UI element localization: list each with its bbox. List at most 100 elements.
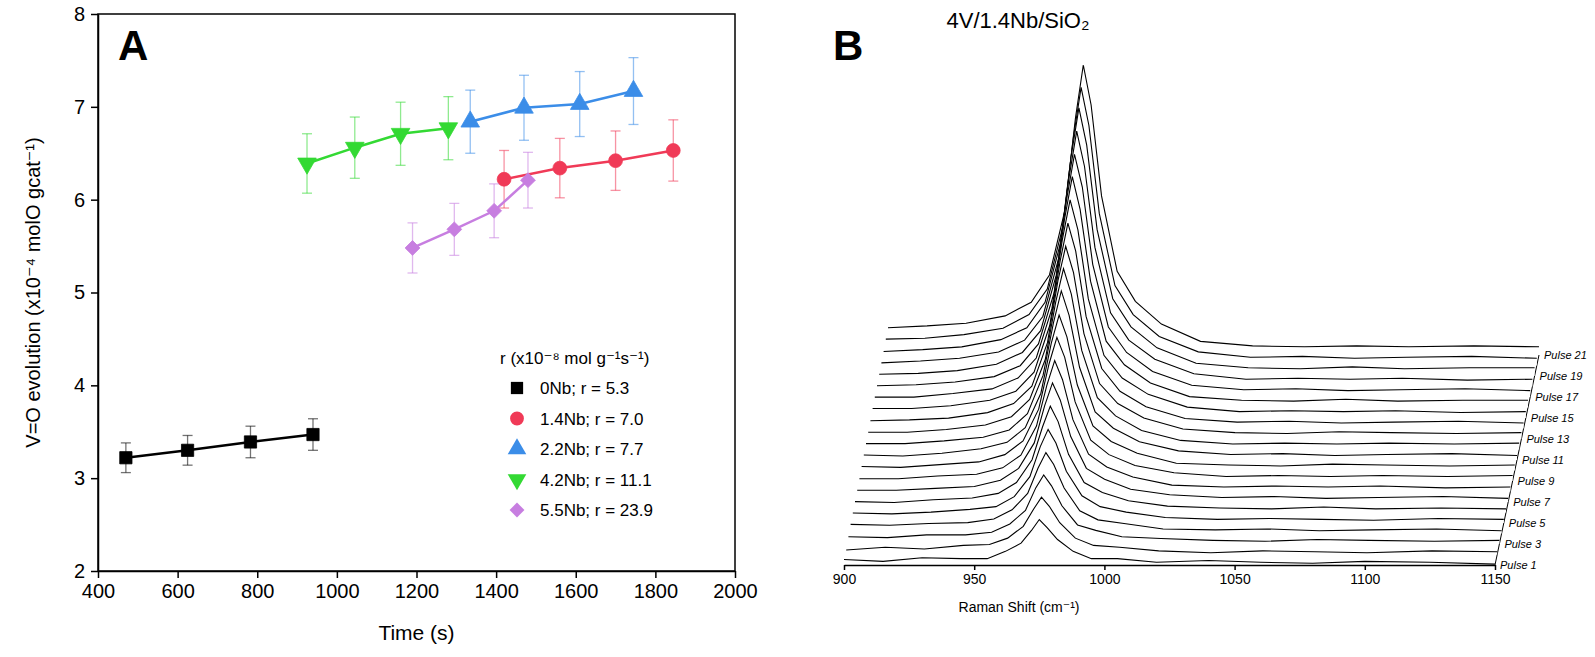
- spectrum: [857, 383, 1508, 502]
- error-bar-segment: [443, 159, 453, 160]
- spectrum-fill: [857, 383, 1508, 502]
- tick-mark: [974, 565, 976, 570]
- spectrum: [859, 361, 1510, 492]
- error-bar-segment: [449, 203, 459, 204]
- marker: [298, 158, 317, 174]
- tick-mark: [91, 292, 98, 294]
- spectrum-line: [879, 154, 1530, 390]
- marker: [553, 161, 567, 175]
- spectrum: [879, 154, 1530, 397]
- spectrum: [846, 497, 1497, 554]
- marker: [120, 452, 132, 464]
- tick-label: 600: [161, 580, 194, 602]
- tick-mark: [735, 571, 737, 578]
- series-line: [126, 435, 313, 458]
- spectrum-fill: [881, 131, 1532, 386]
- error-bar-segment: [555, 197, 565, 198]
- marker: [521, 173, 536, 188]
- error-bar-segment: [245, 457, 255, 458]
- marker: [391, 128, 410, 144]
- panel-a: 4006008001000120014001600180020002345678…: [22, 3, 758, 644]
- series-label: Pulse 9: [1518, 475, 1555, 487]
- figure: 4006008001000120014001600180020002345678…: [0, 0, 1595, 657]
- legend-marker: [508, 438, 527, 454]
- spectrum-line: [886, 87, 1537, 358]
- spectrum-line: [873, 223, 1524, 423]
- tick: 2000: [713, 571, 758, 602]
- x-axis-title: Time (s): [378, 621, 454, 644]
- legend-label: 2.2Nb; r = 7.7: [540, 440, 643, 459]
- x-axis: 400600800100012001400160018002000: [82, 571, 758, 602]
- spectrum: [851, 453, 1502, 534]
- tick-label: 1000: [1089, 571, 1120, 587]
- marker: [181, 444, 193, 456]
- spectrum: [866, 291, 1517, 460]
- series-line: [413, 180, 528, 248]
- spectrum-fill: [873, 223, 1524, 428]
- tick-mark: [496, 571, 498, 578]
- spectrum-line: [877, 177, 1528, 402]
- error-bar-segment: [519, 75, 529, 76]
- tick-mark: [177, 571, 179, 578]
- tick: 4: [74, 374, 98, 396]
- series-label: Pulse 19: [1540, 370, 1583, 382]
- spectrum: [888, 65, 1539, 355]
- series-label: Pulse 15: [1531, 412, 1575, 424]
- tick: 1100: [1350, 565, 1380, 587]
- error-bar-segment: [668, 119, 678, 120]
- spectrum-line: [881, 131, 1532, 380]
- error-bar-segment: [611, 130, 621, 131]
- marker: [609, 154, 623, 168]
- spectrum-line: [859, 361, 1510, 488]
- series: [120, 419, 319, 473]
- plot-area: [844, 65, 1539, 565]
- series-label: Pulse 11: [1522, 454, 1564, 466]
- tick: 1200: [395, 571, 440, 602]
- spectrum: [853, 429, 1504, 523]
- panel-label: A: [118, 22, 148, 69]
- spectrum-line: [884, 108, 1535, 369]
- error-bar-segment: [443, 96, 453, 97]
- tick-mark: [1365, 565, 1367, 570]
- tick: 950: [963, 565, 987, 587]
- error-bar-segment: [350, 116, 360, 117]
- error-bar-segment: [465, 89, 475, 90]
- error-bar-segment: [396, 165, 406, 166]
- error-bar-segment: [408, 272, 418, 273]
- series: [298, 97, 458, 194]
- tick-label: 2000: [713, 580, 758, 602]
- series: [461, 58, 643, 154]
- error-bar-segment: [523, 152, 533, 153]
- error-bar-segment: [611, 190, 621, 191]
- series-label: Pulse 21: [1544, 349, 1587, 361]
- marker: [405, 241, 420, 256]
- tick-mark: [337, 571, 339, 578]
- error-bar-segment: [628, 57, 638, 58]
- tick: 600: [161, 571, 194, 602]
- tick: 1150: [1480, 565, 1510, 587]
- error-bar-segment: [465, 153, 475, 154]
- tick: 8: [74, 3, 98, 25]
- spectrum-line: [864, 315, 1515, 466]
- tick-label: 1400: [474, 580, 519, 602]
- series-label: Pulse 3: [1504, 538, 1542, 550]
- tick-label: 2: [74, 560, 85, 582]
- spectrum-line: [853, 429, 1504, 520]
- tick-label: 900: [833, 571, 857, 587]
- marker: [461, 111, 480, 127]
- legend-label: 4.2Nb; r = 11.1: [540, 471, 652, 490]
- spectrum: [848, 475, 1499, 544]
- spectrum-fill: [877, 177, 1528, 408]
- spectrum-line: [870, 246, 1521, 433]
- error-bar-segment: [575, 71, 585, 72]
- spectrum: [886, 87, 1537, 365]
- series: [405, 152, 535, 273]
- series-label: Pulse 1: [1500, 559, 1537, 571]
- series-label: Pulse 5: [1509, 517, 1547, 529]
- tick: 1050: [1220, 565, 1251, 587]
- spectrum-fill: [875, 200, 1526, 418]
- tick: 3: [74, 467, 98, 489]
- tick-label: 1100: [1350, 571, 1380, 587]
- series-line: [307, 128, 448, 163]
- marker: [487, 203, 502, 218]
